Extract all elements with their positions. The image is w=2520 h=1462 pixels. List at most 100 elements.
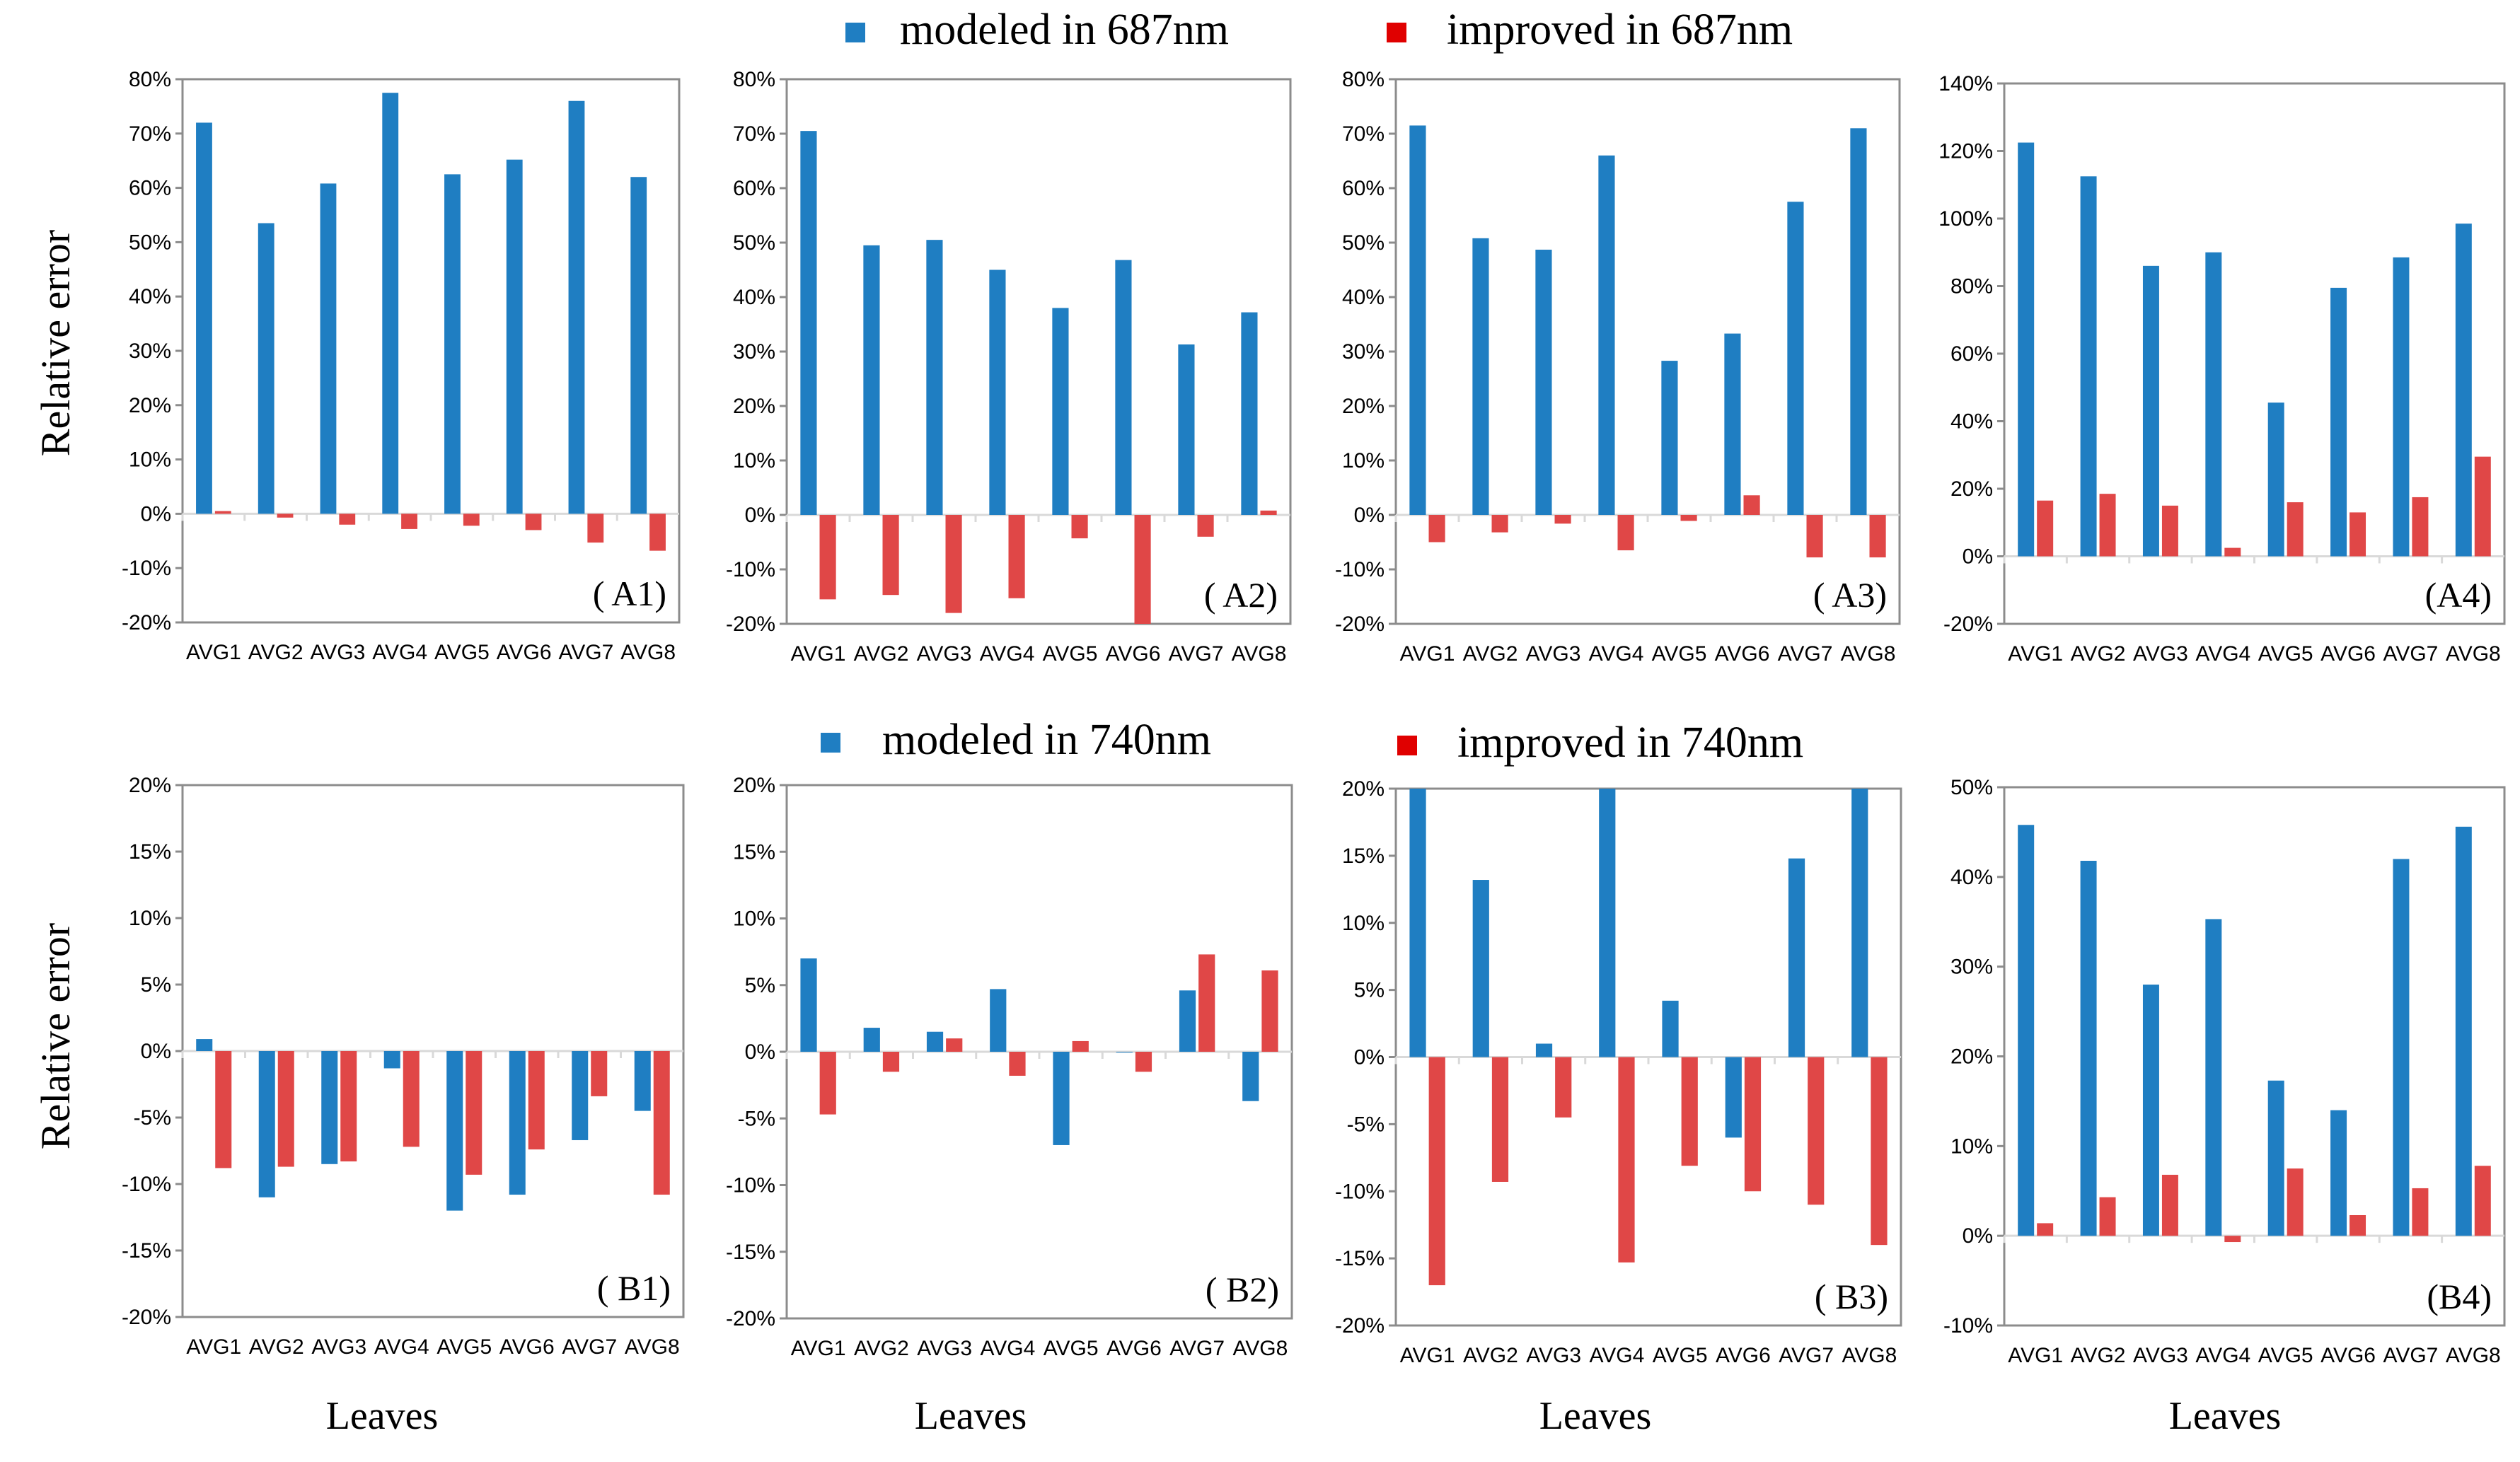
x-tick-label-avg2: AVG2 — [854, 1337, 909, 1360]
x-tick-label-avg3: AVG3 — [917, 642, 972, 666]
x-tick-label-avg5: AVG5 — [1043, 642, 1098, 666]
x-tick-label-avg3: AVG3 — [311, 1335, 366, 1359]
bar-modeled-avg5 — [1052, 308, 1069, 515]
x-axis-title-b3: Leaves — [1539, 1394, 1652, 1438]
x-tick-label-avg8: AVG8 — [1842, 1344, 1897, 1367]
y-tick-label: -15% — [726, 1241, 775, 1264]
y-tick-label: -20% — [1943, 613, 1993, 636]
x-tick-label-avg6: AVG6 — [1106, 642, 1161, 666]
x-tick-label-avg2: AVG2 — [2071, 1344, 2126, 1367]
y-tick-label: 30% — [1342, 340, 1385, 364]
chart-panel-1: 80% 70% 60% 50% 40% 30% 20% 10% 0% -10% -20% AVG1 AV… — [122, 68, 681, 664]
bar-modeled-avg7 — [2393, 257, 2410, 557]
x-tick-label-avg8: AVG8 — [2446, 1344, 2501, 1367]
bar-modeled-avg6 — [509, 1051, 526, 1195]
y-tick-label: 10% — [129, 448, 171, 472]
bar-improved-avg3 — [945, 515, 962, 613]
y-tick-label: 5% — [141, 973, 171, 997]
plot-frame — [2003, 786, 2506, 1327]
y-tick-label: 20% — [1950, 1045, 1993, 1069]
y-tick-label: -10% — [122, 1173, 171, 1196]
x-tick-label-avg8: AVG8 — [1232, 642, 1287, 666]
bar-modeled-avg8 — [1851, 789, 1868, 1057]
bar-modeled-avg5 — [2267, 1080, 2284, 1236]
bar-modeled-avg4 — [990, 989, 1007, 1052]
bar-modeled-avg1 — [800, 131, 817, 515]
x-tick-label-avg4: AVG4 — [980, 642, 1035, 666]
y-tick-label: 10% — [1950, 1135, 1993, 1158]
y-tick-label: 0% — [1963, 545, 1993, 569]
x-tick-label-avg7: AVG7 — [1169, 1337, 1225, 1360]
bar-modeled-avg1 — [2018, 825, 2035, 1236]
bar-improved-avg3 — [1555, 1057, 1572, 1118]
x-tick-label-avg4: AVG4 — [1589, 1344, 1644, 1367]
bar-modeled-avg2 — [2080, 861, 2097, 1236]
bar-improved-avg2 — [882, 1052, 900, 1072]
bar-modeled-avg5 — [2267, 402, 2284, 557]
bar-modeled-avg7 — [1787, 202, 1804, 515]
y-tick-label: -20% — [726, 1307, 775, 1330]
y-tick-label: 70% — [733, 122, 775, 146]
y-tick-label: 15% — [129, 840, 171, 864]
bar-improved-avg6 — [1135, 1052, 1152, 1072]
x-tick-label-avg4: AVG4 — [980, 1337, 1035, 1360]
bar-improved-avg6 — [2350, 1214, 2366, 1236]
x-tick-label-avg5: AVG5 — [2258, 1344, 2313, 1367]
y-tick-label: -10% — [726, 1174, 775, 1197]
plot-frame — [181, 78, 681, 624]
y-tick-label: -20% — [122, 611, 171, 634]
bar-improved-avg8 — [1869, 515, 1886, 558]
chart-panel-7: 20% 15% 10% 5% 0% -5% -10% -15% -20% AVG1 AVG2 AVG3… — [1335, 777, 1902, 1367]
legend-label-modeled-687: modeled in 687nm — [900, 6, 1229, 54]
bar-modeled-avg5 — [1053, 1052, 1070, 1145]
plot-frame — [785, 78, 1292, 625]
y-tick-label: 0% — [1354, 504, 1385, 527]
x-tick-label-avg7: AVG7 — [2383, 642, 2439, 666]
bar-modeled-avg8 — [1242, 1052, 1259, 1101]
y-tick-label: 15% — [1342, 845, 1385, 868]
chart-panel-2: 80% 70% 60% 50% 40% 30% 20% 10% 0% -10% -20% AVG1 AV… — [726, 68, 1292, 666]
bar-modeled-avg2 — [863, 245, 880, 515]
bar-improved-avg5 — [1071, 515, 1088, 539]
y-tick-label: 10% — [733, 449, 775, 472]
y-tick-label: 40% — [129, 285, 171, 308]
bar-improved-avg6 — [1743, 495, 1760, 515]
bar-modeled-avg2 — [1472, 880, 1489, 1057]
bar-improved-avg1 — [215, 1051, 232, 1168]
bar-improved-avg3 — [946, 1038, 963, 1052]
bar-improved-avg7 — [2412, 1188, 2429, 1236]
x-tick-label-avg3: AVG3 — [1526, 642, 1581, 666]
x-tick-label-avg3: AVG3 — [2133, 642, 2188, 666]
bar-improved-avg4 — [1009, 1052, 1026, 1076]
x-tick-label-avg7: AVG7 — [1778, 642, 1833, 666]
bar-improved-avg1 — [819, 515, 836, 600]
y-tick-label: 50% — [733, 231, 775, 255]
x-tick-label-avg1: AVG1 — [2008, 642, 2063, 666]
y-tick-label: 120% — [1938, 140, 1993, 163]
bar-modeled-avg8 — [1850, 128, 1867, 516]
x-tick-label-avg2: AVG2 — [1463, 1344, 1518, 1367]
x-tick-label-avg4: AVG4 — [1589, 642, 1644, 666]
panel-label: ( A2) — [1204, 575, 1278, 615]
bar-improved-avg4 — [2224, 547, 2241, 557]
y-tick-label: 20% — [1342, 395, 1385, 418]
bar-improved-avg7 — [1808, 1057, 1825, 1205]
y-tick-label: -10% — [1335, 1180, 1385, 1203]
y-tick-label: -20% — [122, 1306, 171, 1329]
bar-modeled-avg4 — [382, 93, 399, 514]
bar-improved-avg5 — [2287, 502, 2304, 557]
y-tick-label: -15% — [1335, 1247, 1385, 1270]
bar-improved-avg1 — [2037, 500, 2054, 557]
bar-modeled-avg5 — [1662, 1000, 1679, 1057]
x-axis-title-b1: Leaves — [326, 1394, 439, 1438]
x-tick-label-avg6: AVG6 — [1715, 642, 1770, 666]
bar-modeled-avg7 — [568, 100, 585, 514]
bar-improved-avg2 — [1491, 515, 1508, 533]
panel-label: ( B3) — [1815, 1277, 1888, 1316]
x-tick-label-avg8: AVG8 — [1232, 1337, 1288, 1360]
bar-improved-avg8 — [2474, 456, 2491, 557]
plot-frame — [1394, 78, 1901, 625]
y-tick-label: -10% — [1335, 558, 1385, 581]
y-tick-label: 70% — [1342, 122, 1385, 146]
legend-bottom: modeled in 740nm improved in 740nm — [821, 716, 1803, 767]
